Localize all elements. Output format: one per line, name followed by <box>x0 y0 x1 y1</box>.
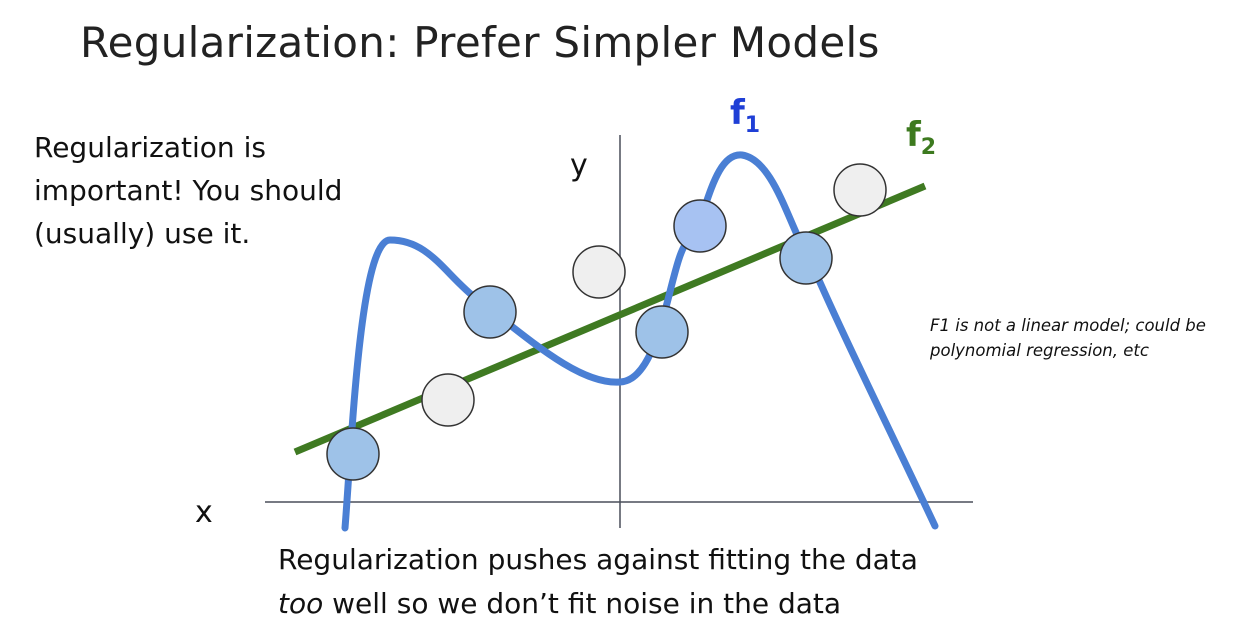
bottom-caption-emphasis: too <box>278 587 324 620</box>
data-point <box>635 305 689 359</box>
data-point <box>326 427 380 481</box>
x-axis-label: x <box>195 495 213 530</box>
data-point <box>779 231 833 285</box>
f2-label: f2 <box>906 115 936 160</box>
f1-model-note: F1 is not a linear model; could be polyn… <box>930 316 1206 360</box>
bottom-caption: Regularization pushes against fitting th… <box>278 538 1038 626</box>
f2-line <box>293 182 927 456</box>
f1-label-sub: 1 <box>745 113 760 138</box>
bottom-caption-line1: Regularization pushes against fitting th… <box>278 543 918 576</box>
y-axis-label: y <box>570 148 588 183</box>
slide-title: Regularization: Prefer Simpler Models <box>80 18 880 67</box>
f2-label-sub: 2 <box>921 135 936 160</box>
f1-label: f1 <box>730 93 760 138</box>
data-point <box>421 373 475 427</box>
f1-label-base: f <box>730 93 746 133</box>
data-point <box>833 163 887 217</box>
f2-label-base: f <box>906 115 922 155</box>
data-point <box>463 285 517 339</box>
regularization-note: Regularization is important! You should … <box>34 131 343 250</box>
bottom-caption-line2: well so we don’t fit noise in the data <box>323 587 842 620</box>
data-point <box>673 199 727 253</box>
data-point <box>572 245 626 299</box>
